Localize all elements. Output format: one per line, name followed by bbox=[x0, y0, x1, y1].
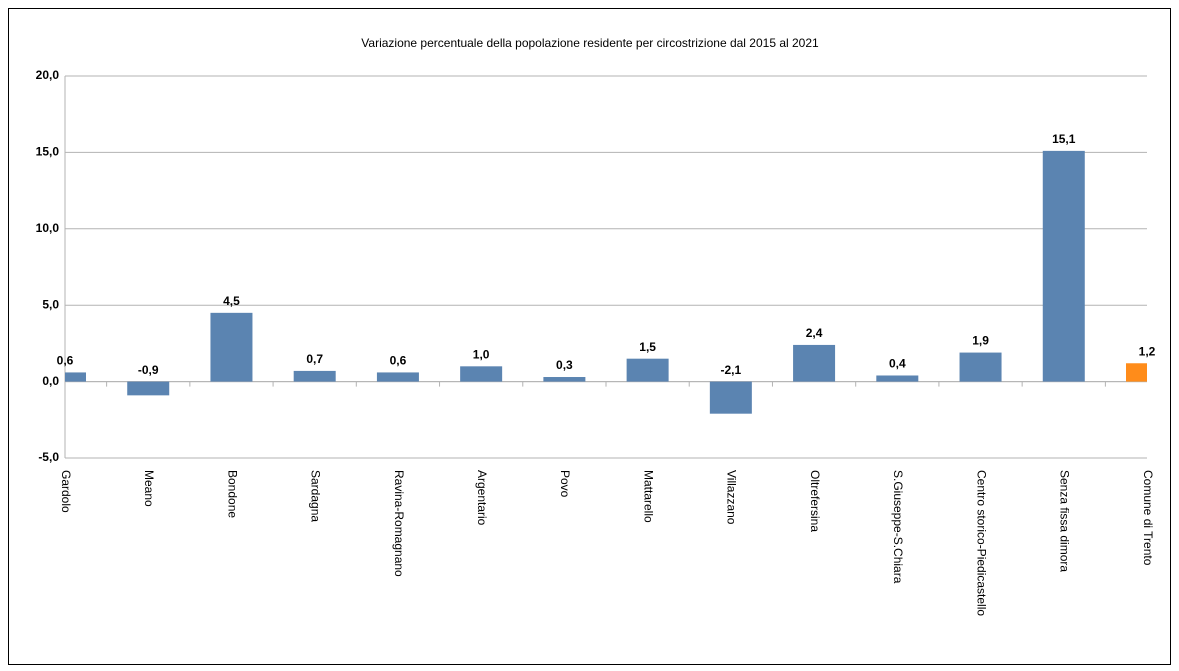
value-label: 4,5 bbox=[223, 294, 240, 308]
chart-border bbox=[8, 8, 1171, 665]
x-tick-label: Ravina-Romagnano bbox=[392, 470, 406, 577]
y-tick-label: 20,0 bbox=[36, 68, 60, 82]
chart-title: Variazione percentuale della popolazione… bbox=[361, 36, 819, 50]
x-tick-label: Mattarello bbox=[641, 470, 655, 523]
bar bbox=[460, 366, 503, 382]
x-tick-label: Sardagna bbox=[309, 470, 323, 522]
y-tick-label: -5,0 bbox=[38, 450, 59, 464]
bar bbox=[293, 370, 336, 382]
value-label: 0,7 bbox=[306, 352, 323, 366]
value-label: 1,2 bbox=[1139, 344, 1156, 358]
bar bbox=[1042, 150, 1085, 382]
x-tick-label: Oltrefersina bbox=[808, 470, 822, 532]
value-label: -0,9 bbox=[138, 363, 159, 377]
bar bbox=[709, 381, 752, 414]
value-label: 0,6 bbox=[390, 354, 407, 368]
x-tick-label: Povo bbox=[558, 470, 572, 498]
bar bbox=[127, 381, 170, 396]
x-tick-label: Gardolo bbox=[59, 470, 73, 513]
x-tick-label: Villazzano bbox=[725, 470, 739, 525]
x-tick-label: Centro storico-Piedicastello bbox=[974, 470, 988, 616]
x-tick-label: Meano bbox=[142, 470, 156, 507]
x-tick-label: S.Giuseppe-S.Chiara bbox=[891, 470, 905, 584]
value-label: 15,1 bbox=[1052, 132, 1076, 146]
y-tick-label: 10,0 bbox=[36, 221, 60, 235]
bar bbox=[65, 372, 86, 382]
x-tick-label: Senza fissa dimora bbox=[1058, 470, 1072, 572]
value-label: 0,4 bbox=[889, 357, 906, 371]
bar bbox=[543, 377, 586, 382]
y-tick-label: 5,0 bbox=[42, 297, 59, 311]
y-tick-label: 0,0 bbox=[42, 374, 59, 388]
value-label: 0,6 bbox=[57, 354, 74, 368]
x-tick-label: Argentario bbox=[475, 470, 489, 526]
value-label: 2,4 bbox=[806, 326, 823, 340]
bar bbox=[959, 352, 1002, 382]
value-label: 1,9 bbox=[972, 334, 989, 348]
bar bbox=[626, 358, 669, 382]
bar bbox=[876, 375, 919, 382]
bar bbox=[793, 344, 836, 382]
x-tick-label: Comune di Trento bbox=[1141, 470, 1155, 566]
value-label: 1,0 bbox=[473, 347, 490, 361]
y-tick-label: 15,0 bbox=[36, 145, 60, 159]
value-label: 1,5 bbox=[639, 340, 656, 354]
bar bbox=[210, 312, 253, 382]
bar bbox=[1126, 363, 1147, 382]
bar bbox=[376, 372, 419, 382]
value-label: 0,3 bbox=[556, 358, 573, 372]
bars bbox=[65, 150, 1147, 414]
x-tick-label: Bondone bbox=[225, 470, 239, 518]
value-label: -2,1 bbox=[721, 363, 742, 377]
